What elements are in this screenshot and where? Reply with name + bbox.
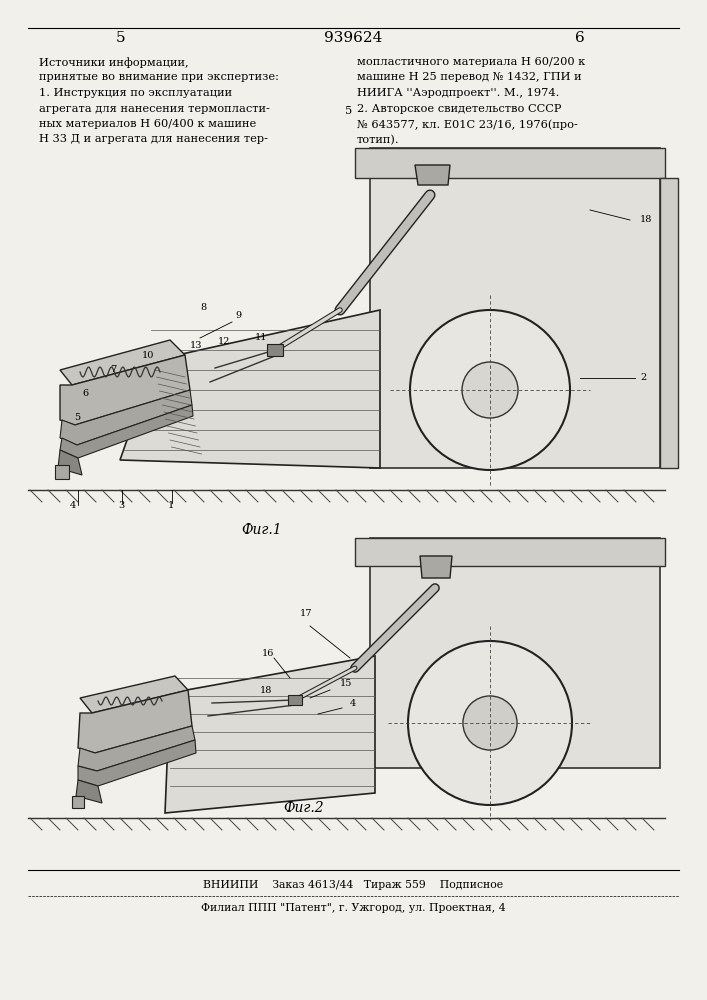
Bar xyxy=(55,465,69,479)
Text: Фиг.1: Фиг.1 xyxy=(241,523,282,537)
Text: 10: 10 xyxy=(142,351,154,360)
Bar xyxy=(355,148,665,178)
Text: 15: 15 xyxy=(340,679,352,688)
Text: 4: 4 xyxy=(350,699,356,708)
Text: 7: 7 xyxy=(110,365,116,374)
Circle shape xyxy=(410,310,570,470)
Text: Источники информации,: Источники информации, xyxy=(39,57,189,68)
Text: № 643577, кл. Е01С 23/16, 1976(про-: № 643577, кл. Е01С 23/16, 1976(про- xyxy=(357,119,578,130)
Text: 9: 9 xyxy=(235,311,241,320)
Bar xyxy=(660,178,678,468)
Circle shape xyxy=(462,362,518,418)
Polygon shape xyxy=(60,390,192,445)
Polygon shape xyxy=(80,676,188,713)
Bar xyxy=(370,538,660,768)
Polygon shape xyxy=(60,355,190,425)
Bar xyxy=(370,148,660,468)
Text: Филиал ППП "Патент", г. Ужгород, ул. Проектная, 4: Филиал ППП "Патент", г. Ужгород, ул. Про… xyxy=(201,903,506,913)
Polygon shape xyxy=(120,310,380,468)
Text: 4: 4 xyxy=(70,501,76,510)
Circle shape xyxy=(463,696,517,750)
Text: 6: 6 xyxy=(575,31,585,45)
Text: машине Н 25 перевод № 1432, ГПИ и: машине Н 25 перевод № 1432, ГПИ и xyxy=(357,73,582,83)
Polygon shape xyxy=(60,405,193,458)
Text: 18: 18 xyxy=(640,215,653,224)
Bar xyxy=(72,796,84,808)
Polygon shape xyxy=(415,165,450,185)
Text: 13: 13 xyxy=(190,341,202,350)
Polygon shape xyxy=(60,340,185,385)
Text: 6: 6 xyxy=(82,389,88,398)
Bar xyxy=(267,344,283,356)
Text: агрегата для нанесения термопласти-: агрегата для нанесения термопласти- xyxy=(39,104,270,113)
Polygon shape xyxy=(78,690,192,753)
Polygon shape xyxy=(58,450,82,475)
Text: 12: 12 xyxy=(218,337,230,346)
Bar xyxy=(355,538,665,566)
Text: 1. Инструкция по эксплуатации: 1. Инструкция по эксплуатации xyxy=(39,88,232,98)
Polygon shape xyxy=(78,740,196,786)
Text: 18: 18 xyxy=(260,686,272,695)
Text: Фиг.2: Фиг.2 xyxy=(284,801,325,815)
Text: 5: 5 xyxy=(345,106,352,116)
Text: 3: 3 xyxy=(118,501,124,510)
Text: ных материалов Н 60/400 к машине: ных материалов Н 60/400 к машине xyxy=(39,119,256,129)
Text: 1: 1 xyxy=(168,501,174,510)
Text: 2. Авторское свидетельство СССР: 2. Авторское свидетельство СССР xyxy=(357,104,561,113)
Text: мопластичного материала Н 60/200 к: мопластичного материала Н 60/200 к xyxy=(357,57,585,67)
Text: ВНИИПИ    Заказ 4613/44   Тираж 559    Подписное: ВНИИПИ Заказ 4613/44 Тираж 559 Подписное xyxy=(204,880,503,890)
Polygon shape xyxy=(76,780,102,803)
Text: 5: 5 xyxy=(115,31,125,45)
Text: тотип).: тотип). xyxy=(357,134,399,145)
Text: 2: 2 xyxy=(640,373,646,382)
Polygon shape xyxy=(165,656,375,813)
Text: Н 33 Д и агрегата для нанесения тер-: Н 33 Д и агрегата для нанесения тер- xyxy=(39,134,268,144)
Text: 8: 8 xyxy=(200,303,206,312)
Text: 16: 16 xyxy=(262,649,274,658)
Bar xyxy=(288,695,302,705)
Polygon shape xyxy=(420,556,452,578)
Text: 17: 17 xyxy=(300,609,312,618)
Text: принятые во внимание при экспертизе:: принятые во внимание при экспертизе: xyxy=(39,73,279,83)
Polygon shape xyxy=(78,726,195,771)
Text: 5: 5 xyxy=(74,413,80,422)
Circle shape xyxy=(408,641,572,805)
Text: 11: 11 xyxy=(255,333,267,342)
Text: НИИГА ''Аэродпроект''. М., 1974.: НИИГА ''Аэродпроект''. М., 1974. xyxy=(357,88,559,98)
Text: 939624: 939624 xyxy=(325,31,382,45)
